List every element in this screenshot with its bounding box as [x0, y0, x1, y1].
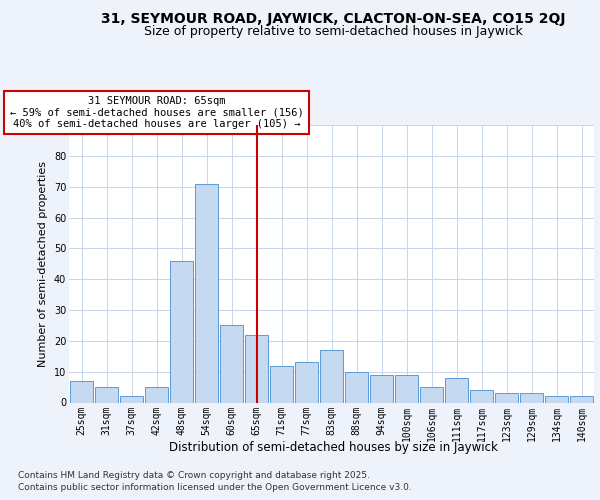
Bar — [345, 372, 368, 402]
Bar — [220, 326, 243, 402]
Bar — [195, 184, 218, 402]
Text: Size of property relative to semi-detached houses in Jaywick: Size of property relative to semi-detach… — [143, 25, 523, 38]
Bar — [270, 366, 293, 403]
Bar — [395, 375, 418, 402]
Bar — [145, 387, 168, 402]
Text: 31, SEYMOUR ROAD, JAYWICK, CLACTON-ON-SEA, CO15 2QJ: 31, SEYMOUR ROAD, JAYWICK, CLACTON-ON-SE… — [101, 12, 565, 26]
Text: Contains HM Land Registry data © Crown copyright and database right 2025.: Contains HM Land Registry data © Crown c… — [18, 472, 370, 480]
Bar — [370, 375, 393, 402]
Text: 31 SEYMOUR ROAD: 65sqm
← 59% of semi-detached houses are smaller (156)
40% of se: 31 SEYMOUR ROAD: 65sqm ← 59% of semi-det… — [10, 96, 304, 130]
Bar — [420, 387, 443, 402]
Bar — [570, 396, 593, 402]
Bar — [70, 381, 93, 402]
Bar — [445, 378, 468, 402]
Bar — [470, 390, 493, 402]
Text: Distribution of semi-detached houses by size in Jaywick: Distribution of semi-detached houses by … — [169, 441, 497, 454]
Bar — [520, 393, 543, 402]
Text: Contains public sector information licensed under the Open Government Licence v3: Contains public sector information licen… — [18, 483, 412, 492]
Bar — [495, 393, 518, 402]
Bar — [170, 260, 193, 402]
Y-axis label: Number of semi-detached properties: Number of semi-detached properties — [38, 161, 48, 367]
Bar — [320, 350, 343, 403]
Bar — [95, 387, 118, 402]
Bar — [120, 396, 143, 402]
Bar — [245, 334, 268, 402]
Bar — [295, 362, 318, 403]
Bar — [545, 396, 568, 402]
